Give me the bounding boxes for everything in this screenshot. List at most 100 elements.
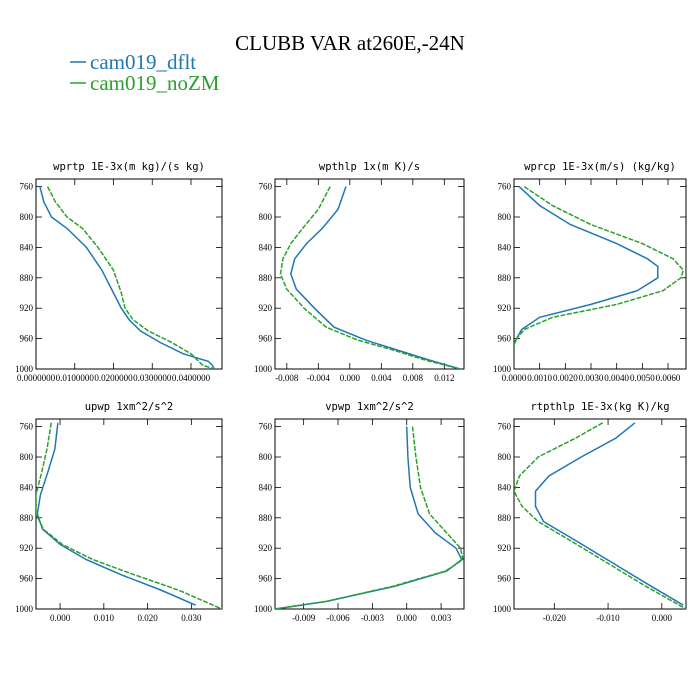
y-tick-label: 800 xyxy=(20,212,34,222)
y-tick-label: 800 xyxy=(498,452,512,462)
x-tick-label: 0.000 xyxy=(340,373,361,383)
y-tick-label: 1000 xyxy=(493,364,512,374)
x-tick-label: 0.003 xyxy=(431,613,452,623)
chart-panel-6: rtpthlp 1E-3x(kg K)/kg 760 800 840 880 920 960… xyxy=(493,401,687,623)
y-tick-label: 960 xyxy=(259,334,273,344)
chart-panel-2: wpthlp 1x(m K)/s7608008408809209601000-0… xyxy=(254,161,465,383)
y-tick-label: 880 xyxy=(259,273,273,283)
x-tick-label: -0.010 xyxy=(596,613,620,623)
series-line-cam019_dflt xyxy=(514,186,659,345)
y-tick-label: 920 xyxy=(259,303,273,313)
y-tick-label: 920 xyxy=(498,303,512,313)
x-tick-label: 0.0040 xyxy=(604,373,629,383)
x-tick-label: 0.0060 xyxy=(656,373,681,383)
y-tick-label: 760 xyxy=(498,182,512,192)
series-line-cam019_noZM xyxy=(514,422,686,609)
y-tick-label: 840 xyxy=(259,242,273,252)
y-tick-label: 760 xyxy=(259,422,273,432)
figure-title: CLUBB VAR at260E,-24N xyxy=(235,31,465,55)
x-tick-label: 0.0020 xyxy=(553,373,578,383)
series-line-cam019_noZM xyxy=(514,185,685,345)
y-tick-label: 840 xyxy=(259,482,273,492)
x-tick-label: 0.000 xyxy=(652,613,673,623)
series-line-cam019_dflt xyxy=(290,186,461,369)
x-tick-label: 0.0200000 xyxy=(94,373,133,383)
x-tick-label: 0.008 xyxy=(403,373,424,383)
x-tick-label: 0.020 xyxy=(137,613,158,623)
y-tick-label: 1000 xyxy=(254,364,273,374)
x-tick-label: -0.004 xyxy=(307,373,331,383)
series-line-cam019_noZM xyxy=(46,186,215,369)
x-tick-label: 0.000 xyxy=(397,613,418,623)
y-tick-label: 1000 xyxy=(254,604,273,614)
x-tick-label: 0.0050 xyxy=(630,373,655,383)
panel-title: rtpthlp 1E-3x(kg K)/kg xyxy=(530,401,669,413)
y-tick-label: 960 xyxy=(498,334,512,344)
chart-panel-4: upwp 1xm^2/s^2 760 800 840 880 920 960 1000 0.00… xyxy=(15,401,223,623)
x-tick-label: 0.012 xyxy=(434,373,454,383)
y-tick-label: 1000 xyxy=(15,364,34,374)
y-tick-label: 920 xyxy=(20,303,34,313)
series-line-cam019_noZM xyxy=(36,422,222,609)
plot-frame xyxy=(513,178,687,370)
chart-panel-5: vpwp 1xm^2/s^2 760 800 840 880 920 960 1000 -0.0… xyxy=(254,401,465,623)
chart-panels: wprtp 1E-3x(m kg)/(s kg) 760 800 840 880 920 9… xyxy=(15,161,687,623)
x-tick-label: 0.0030 xyxy=(579,373,604,383)
figure-legend: cam019_dflt cam019_noZM xyxy=(70,50,220,95)
x-tick-label: 0.0300000 xyxy=(133,373,172,383)
y-tick-label: 880 xyxy=(498,273,512,283)
y-tick-label: 800 xyxy=(259,452,273,462)
y-tick-label: 760 xyxy=(20,422,34,432)
y-tick-label: 1000 xyxy=(15,604,34,614)
y-tick-label: 840 xyxy=(498,482,512,492)
plot-frame xyxy=(274,178,465,370)
y-tick-label: 880 xyxy=(498,513,512,523)
panel-title: wprtp 1E-3x(m kg)/(s kg) xyxy=(53,161,205,173)
series-line-cam019_noZM xyxy=(279,186,461,369)
y-tick-label: 800 xyxy=(259,212,273,222)
panel-title: wprcp 1E-3x(m/s) (kg/kg) xyxy=(524,161,676,173)
y-tick-label: 840 xyxy=(20,482,34,492)
x-tick-label: -0.006 xyxy=(326,613,350,623)
plot-frame xyxy=(513,418,687,610)
legend-label-dflt: cam019_dflt xyxy=(90,50,196,74)
plot-frame xyxy=(274,418,465,610)
x-tick-label: -0.020 xyxy=(543,613,567,623)
y-tick-label: 760 xyxy=(259,182,273,192)
plot-frame xyxy=(35,178,223,370)
y-tick-label: 960 xyxy=(498,574,512,584)
y-tick-label: 960 xyxy=(20,574,34,584)
series-line-cam019_dflt xyxy=(534,422,684,606)
y-tick-label: 880 xyxy=(259,513,273,523)
x-tick-label: 0.0000000 xyxy=(17,373,56,383)
y-tick-label: 960 xyxy=(20,334,34,344)
x-tick-label: 0.0000 xyxy=(502,373,527,383)
series-line-cam019_noZM xyxy=(275,426,464,609)
legend-label-nozm: cam019_noZM xyxy=(90,71,220,95)
y-tick-label: 880 xyxy=(20,273,34,283)
plot-frame xyxy=(35,418,223,610)
y-tick-label: 920 xyxy=(259,543,273,553)
y-tick-label: 880 xyxy=(20,513,34,523)
y-tick-label: 760 xyxy=(20,182,34,192)
x-tick-label: -0.008 xyxy=(275,373,299,383)
x-tick-label: 0.0010 xyxy=(527,373,552,383)
x-tick-label: 0.030 xyxy=(181,613,202,623)
series-line-cam019_dflt xyxy=(36,422,196,606)
y-tick-label: 920 xyxy=(498,543,512,553)
y-tick-label: 760 xyxy=(498,422,512,432)
x-tick-label: 0.0100000 xyxy=(56,373,95,383)
y-tick-label: 800 xyxy=(20,452,34,462)
chart-panel-1: wprtp 1E-3x(m kg)/(s kg) 760 800 840 880 920 9… xyxy=(15,161,223,383)
x-tick-label: -0.009 xyxy=(292,613,316,623)
y-tick-label: 1000 xyxy=(493,604,512,614)
series-line-cam019_dflt xyxy=(39,186,215,369)
panel-title: upwp 1xm^2/s^2 xyxy=(85,401,174,413)
y-tick-label: 800 xyxy=(498,212,512,222)
x-tick-label: -0.003 xyxy=(361,613,385,623)
x-tick-label: 0.0400000 xyxy=(172,373,211,383)
panel-title: wpthlp 1x(m K)/s xyxy=(319,161,420,173)
panel-title: vpwp 1xm^2/s^2 xyxy=(325,401,414,413)
y-tick-label: 960 xyxy=(259,574,273,584)
